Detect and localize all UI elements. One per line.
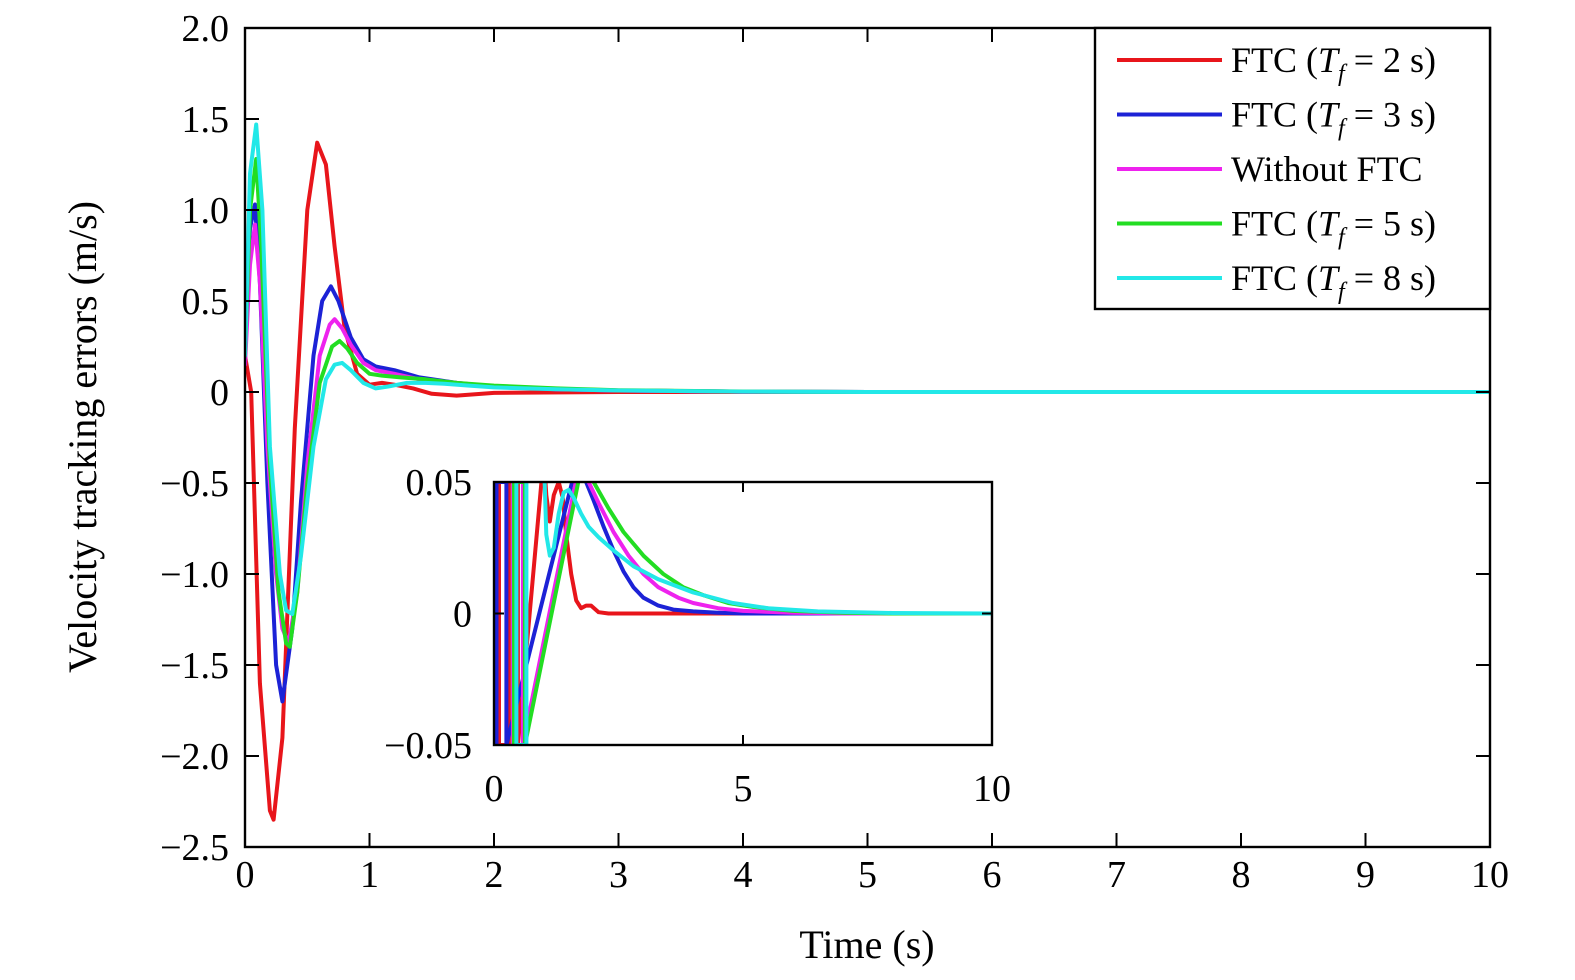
inset-plot: 0 5 10 0.05 0 −0.05 (384, 462, 1011, 810)
inset-plot-series (494, 482, 992, 745)
inset-y-tick-label: 0 (453, 594, 472, 636)
legend-label-4: FTC (Tf = 5 s) (1231, 204, 1436, 251)
inset-series-line-5 (514, 482, 992, 745)
series-line-1 (245, 140, 1490, 822)
x-tick-label: 9 (1356, 854, 1375, 896)
x-tick-label: 1 (360, 854, 379, 896)
x-tick-label: 3 (609, 854, 628, 896)
y-tick-label: −1.0 (160, 554, 229, 596)
y-tick-label: 1.0 (182, 190, 230, 232)
legend-label-5: FTC (Tf = 8 s) (1231, 258, 1436, 305)
inset-ticks: 0 5 10 0.05 0 −0.05 (384, 462, 1011, 810)
main-plot-series (245, 122, 1490, 822)
y-tick-label: 1.5 (182, 99, 230, 141)
y-tick-label: −2.0 (160, 736, 229, 778)
y-axis-label: Velocity tracking errors (m/s) (60, 201, 105, 673)
x-axis-label: Time (s) (799, 922, 934, 967)
inset-x-tick-label: 5 (734, 768, 753, 810)
legend-label-3: Without FTC (1231, 149, 1423, 189)
y-tick-label: −0.5 (160, 463, 229, 505)
x-tick-label: 2 (485, 854, 504, 896)
legend-label-1: FTC (Tf = 2 s) (1231, 40, 1436, 87)
x-tick-label: 4 (734, 854, 753, 896)
x-tick-label: 10 (1471, 854, 1509, 896)
series-line-5 (245, 122, 1490, 616)
y-tick-label: −1.5 (160, 645, 229, 687)
x-tick-label: 7 (1107, 854, 1126, 896)
y-tick-label: −2.5 (160, 827, 229, 869)
x-tick-label: 5 (858, 854, 877, 896)
y-tick-label: 0 (210, 372, 229, 414)
inset-series-line-2 (494, 482, 992, 745)
x-tick-label: 0 (236, 854, 255, 896)
main-ticks: 0 1 2 3 4 5 6 7 8 9 10 2.0 1.5 1.0 0.5 0 −0.5 −1.0 −1.5 −2.… (160, 8, 1509, 896)
inset-x-tick-label: 0 (485, 768, 504, 810)
y-tick-label: 0.5 (182, 281, 230, 323)
inset-y-tick-label: 0.05 (406, 462, 473, 504)
legend: FTC (Tf = 2 s) FTC (Tf = 3 s) Without FTC F… (1093, 26, 1492, 311)
y-tick-label: 2.0 (182, 8, 230, 50)
x-tick-label: 6 (983, 854, 1002, 896)
inset-x-tick-label: 10 (973, 768, 1011, 810)
inset-y-tick-label: −0.05 (384, 725, 472, 767)
legend-label-2: FTC (Tf = 3 s) (1231, 95, 1436, 142)
x-tick-label: 8 (1232, 854, 1251, 896)
